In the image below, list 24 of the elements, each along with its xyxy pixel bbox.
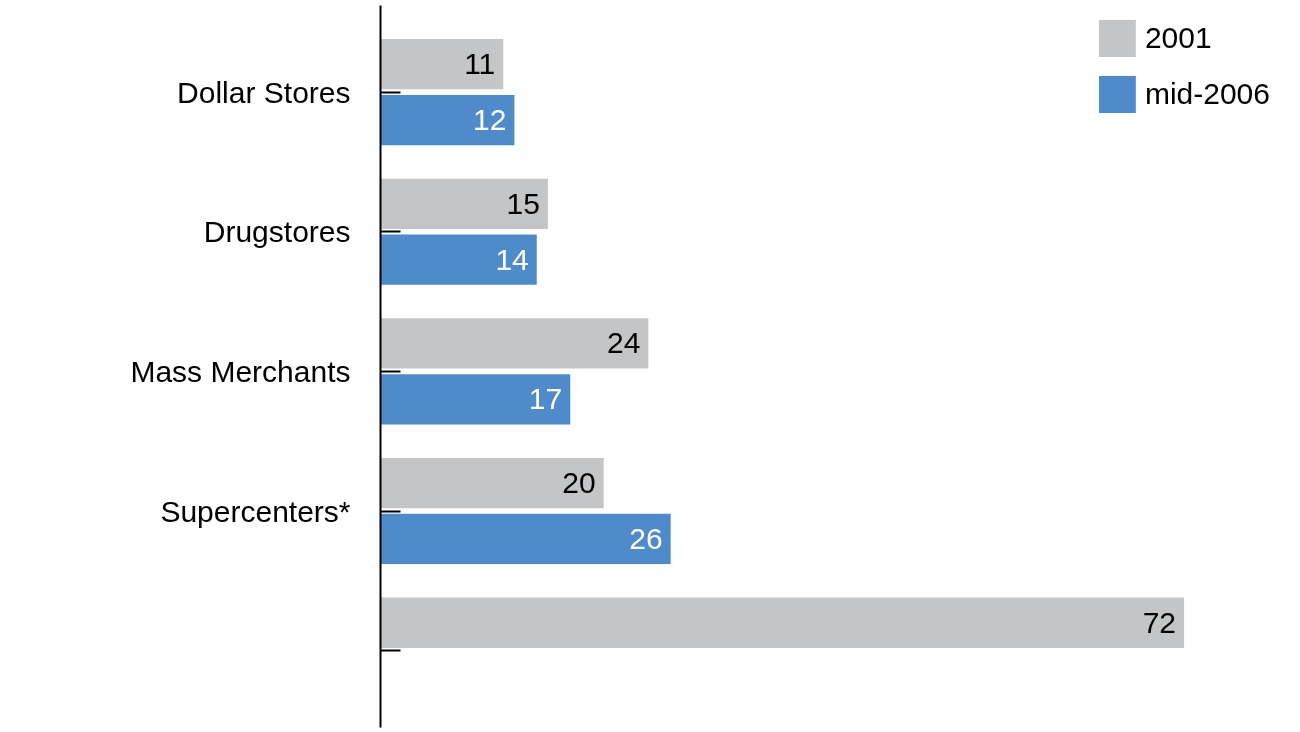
data-label: 17 [528,382,563,416]
data-label: 72 [1142,605,1177,639]
y-tick-label: Mass Merchants [130,354,351,388]
data-label: 11 [464,47,496,81]
data-label: 24 [606,326,641,360]
data-label: 12 [473,103,507,137]
data-label: 14 [495,242,529,276]
bar [380,318,649,369]
data-label: 15 [506,186,540,220]
bar [380,457,604,509]
y-tick-label: Supercenters* [160,494,351,528]
y-tick-label: Drugstores [203,215,351,249]
y-tick-label: Dollar Stores [177,75,351,109]
legend-label: 2001 [1144,21,1212,55]
bar [380,513,671,565]
bar [380,178,548,229]
bar [380,597,1185,648]
bar [380,374,571,425]
bar [380,234,537,285]
legend-label: mid-2006 [1144,77,1270,111]
bar [380,94,515,146]
data-label: 20 [562,466,596,500]
bar [380,39,504,90]
data-label: 26 [629,521,663,555]
